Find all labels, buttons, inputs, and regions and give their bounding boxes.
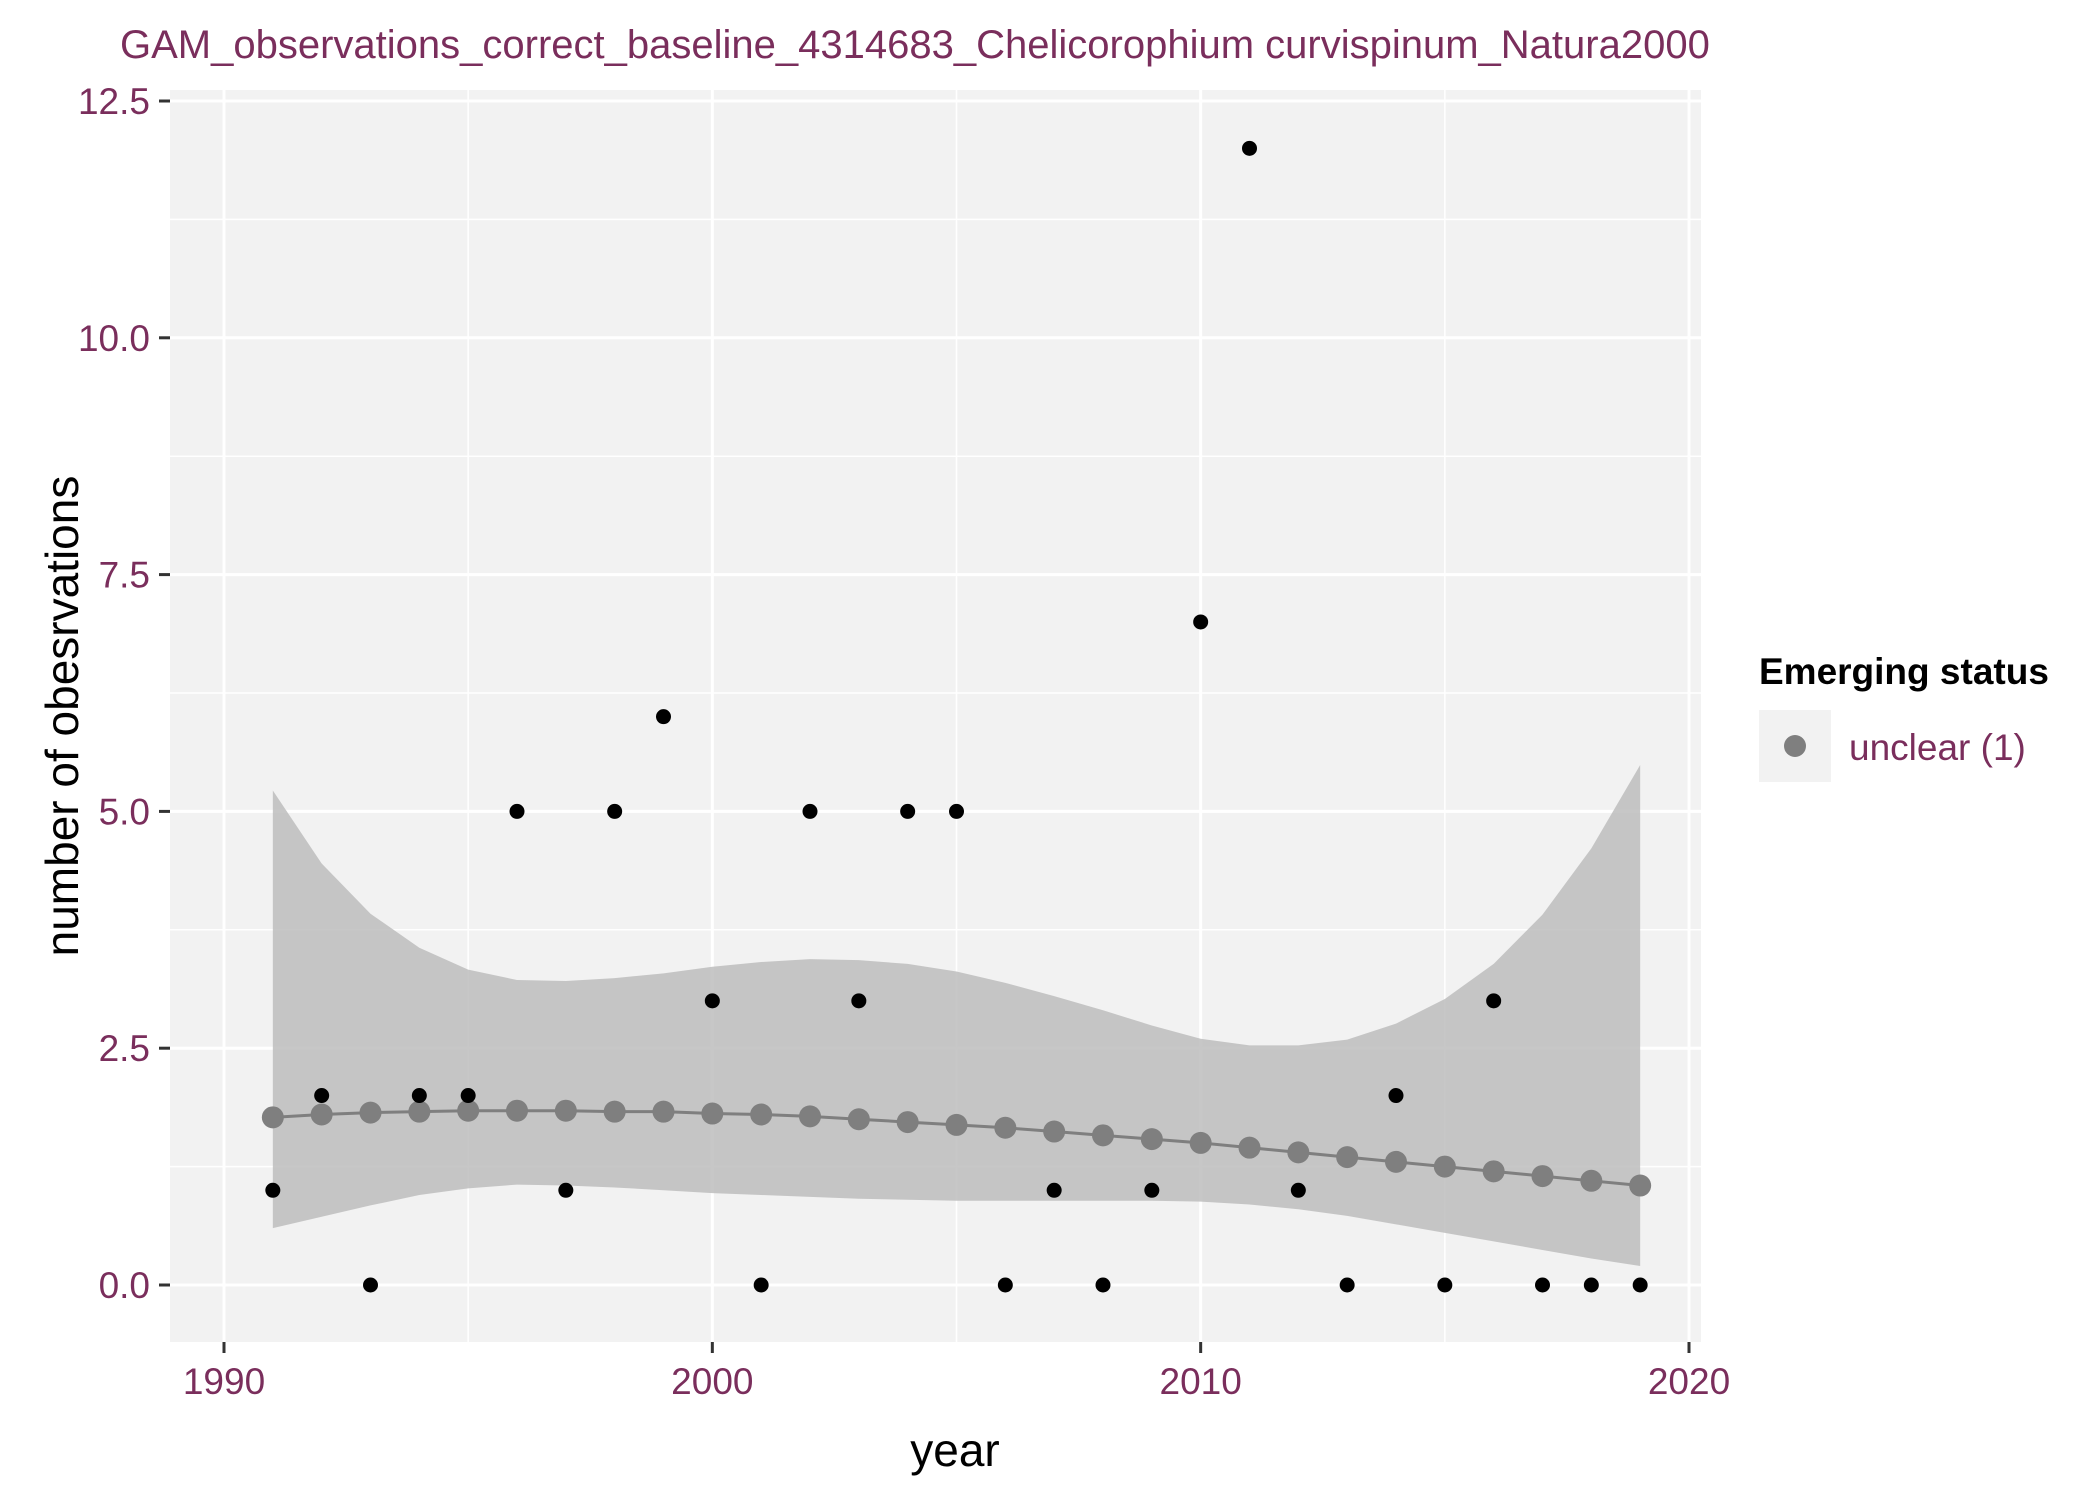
gam-fit-point: [554, 1099, 577, 1122]
observation-point: [704, 993, 720, 1009]
legend-entry-label: unclear (1): [1849, 727, 2026, 768]
gam-fit-point: [1531, 1165, 1554, 1188]
observation-point: [656, 709, 671, 725]
gam-fit-point: [1287, 1141, 1310, 1164]
gam-fit-point: [1140, 1128, 1163, 1151]
gam-fit-point: [1629, 1174, 1652, 1197]
y-tick-label: 2.5: [99, 1028, 150, 1069]
observation-point: [900, 803, 916, 819]
y-tick-label: 12.5: [78, 81, 150, 122]
x-tick-label: 2020: [1648, 1361, 1730, 1402]
gam-fit-point: [457, 1099, 480, 1122]
x-axis-title: year: [910, 1424, 999, 1476]
observation-point: [265, 1182, 281, 1198]
x-tick-label: 2010: [1160, 1361, 1242, 1402]
gam-fit-point: [603, 1100, 626, 1123]
x-tick-label: 2000: [671, 1361, 753, 1402]
gam-fit-point: [945, 1113, 968, 1136]
observation-point: [949, 803, 964, 819]
y-tick-label: 10.0: [78, 318, 150, 359]
gam-fit-point: [506, 1099, 528, 1122]
x-tick-label: 1990: [183, 1361, 265, 1402]
observation-point: [558, 1182, 574, 1198]
observation-point: [460, 1088, 476, 1104]
observation-point: [1486, 993, 1502, 1009]
observation-point: [1535, 1277, 1550, 1293]
gam-fit-point: [408, 1100, 431, 1123]
gam-fit-point: [310, 1103, 333, 1126]
gam-fit-point: [750, 1103, 773, 1126]
gam-fit-point: [1043, 1120, 1066, 1143]
observation-point: [1095, 1277, 1111, 1293]
gam-fit-point: [1580, 1169, 1603, 1192]
y-axis-title: number of obesrvations: [36, 476, 88, 957]
observation-points-layer: [265, 140, 1648, 1293]
gam-fit-point: [799, 1105, 821, 1128]
legend: Emerging status unclear (1): [1759, 651, 2049, 782]
observation-point: [411, 1088, 427, 1104]
y-tick-label: 5.0: [99, 791, 150, 832]
confidence-band: [272, 764, 1641, 1267]
observation-point: [363, 1277, 378, 1293]
observation-point: [1437, 1277, 1453, 1293]
observation-point: [1046, 1182, 1062, 1198]
legend-key-point: [1784, 735, 1806, 757]
gam-fit-layer: [261, 1099, 1652, 1197]
gam-fit-point: [847, 1108, 870, 1131]
observation-point: [851, 993, 867, 1009]
observation-point: [1632, 1277, 1648, 1293]
gam-fit-point: [994, 1116, 1017, 1139]
y-tick-label: 7.5: [99, 555, 150, 596]
gam-fit-point: [1482, 1160, 1505, 1183]
gam-fit-point: [1189, 1131, 1212, 1154]
gam-fit-point: [1238, 1136, 1261, 1159]
observation-point: [753, 1277, 769, 1293]
gam-fit-point: [1336, 1146, 1359, 1169]
observation-point: [997, 1277, 1013, 1293]
gam-fit-point: [896, 1111, 919, 1134]
observation-point: [1583, 1277, 1599, 1293]
legend-title: Emerging status: [1759, 651, 2049, 692]
confidence-band-layer: [272, 764, 1641, 1267]
gam-fit-point: [261, 1106, 284, 1129]
y-axis: 0.0 2.5 5.0 7.5 10.0 12.5: [78, 81, 170, 1306]
gam-fit-point: [701, 1102, 724, 1125]
gam-fit-point: [359, 1101, 382, 1124]
observation-point: [1144, 1182, 1160, 1198]
observation-point: [1193, 614, 1209, 630]
gam-fit-point: [1385, 1150, 1407, 1173]
observation-point: [314, 1088, 330, 1104]
observation-point: [1339, 1277, 1355, 1293]
y-tick-label: 0.0: [99, 1265, 150, 1306]
observation-point: [802, 803, 818, 819]
x-axis: 1990 2000 2010 2020: [183, 1342, 1730, 1402]
gam-fit-point: [1433, 1155, 1456, 1178]
observation-point: [607, 803, 623, 819]
observation-point: [1388, 1088, 1404, 1104]
observation-point: [1242, 140, 1257, 156]
gam-fit-point: [1092, 1124, 1114, 1147]
gam-fit-point: [652, 1100, 675, 1123]
chart-title: GAM_observations_correct_baseline_431468…: [120, 23, 1710, 67]
observation-point: [509, 803, 525, 819]
observation-point: [1290, 1182, 1306, 1198]
